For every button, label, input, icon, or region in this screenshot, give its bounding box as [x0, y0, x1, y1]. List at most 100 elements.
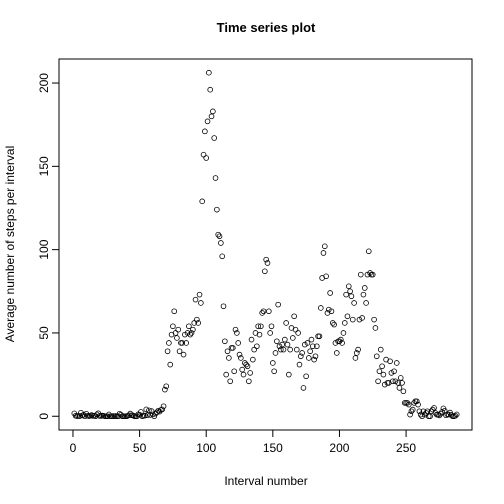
point — [195, 320, 202, 326]
point — [321, 243, 328, 250]
point — [448, 412, 455, 418]
point — [166, 340, 172, 346]
point — [262, 268, 268, 275]
point — [452, 412, 459, 419]
point — [303, 373, 309, 380]
point — [176, 348, 183, 355]
point — [361, 285, 368, 291]
point — [188, 330, 195, 336]
point — [294, 346, 300, 353]
point — [360, 291, 367, 298]
point — [194, 316, 200, 323]
point — [267, 330, 273, 336]
point — [409, 406, 416, 413]
point — [247, 370, 253, 376]
x-tick-label: 250 — [396, 441, 416, 455]
point — [369, 271, 376, 278]
y-axis-label: Average number of steps per interval — [3, 146, 17, 343]
point — [227, 378, 233, 385]
point — [234, 330, 240, 336]
point — [296, 361, 303, 368]
point — [339, 340, 345, 346]
point — [453, 411, 460, 418]
point — [329, 320, 336, 326]
point — [275, 301, 281, 308]
point — [238, 355, 244, 361]
point — [174, 335, 180, 341]
point — [159, 406, 166, 413]
point — [283, 320, 289, 326]
point — [307, 348, 313, 355]
point — [379, 363, 385, 370]
y-tick-label: 150 — [37, 156, 51, 176]
point — [260, 308, 267, 315]
point — [208, 113, 215, 120]
point — [400, 388, 407, 395]
point — [222, 338, 228, 345]
point — [246, 378, 252, 385]
point — [259, 310, 265, 316]
point — [220, 303, 227, 310]
point — [376, 368, 383, 375]
point — [170, 323, 176, 330]
point — [272, 350, 279, 356]
point — [154, 409, 160, 416]
point — [239, 366, 245, 373]
point — [404, 400, 411, 406]
point — [391, 368, 397, 375]
point — [351, 300, 357, 306]
plot-box — [58, 58, 473, 431]
point — [202, 128, 208, 135]
point — [310, 343, 316, 350]
point — [313, 343, 320, 350]
point — [372, 325, 379, 331]
point — [292, 326, 299, 333]
point — [147, 412, 154, 418]
point — [395, 380, 401, 386]
point — [424, 408, 431, 415]
point — [373, 353, 380, 360]
x-tick-label: 50 — [133, 441, 147, 455]
point — [415, 401, 421, 408]
point — [263, 256, 269, 263]
point — [328, 308, 335, 315]
point — [371, 316, 377, 323]
point — [359, 315, 365, 321]
point — [280, 346, 287, 353]
point — [192, 296, 199, 303]
point — [327, 290, 333, 296]
point — [320, 250, 327, 256]
point — [435, 411, 441, 418]
point — [284, 341, 291, 348]
point — [436, 412, 443, 419]
point — [242, 360, 248, 366]
point — [190, 326, 196, 333]
point — [248, 336, 255, 343]
point — [206, 69, 212, 76]
point — [268, 323, 275, 330]
point — [298, 353, 304, 360]
y-tick-label: 200 — [37, 73, 51, 93]
point — [199, 198, 206, 205]
point — [278, 346, 284, 353]
point — [180, 351, 187, 358]
point — [235, 340, 241, 346]
point — [399, 380, 405, 386]
point — [162, 386, 168, 393]
point — [236, 351, 243, 358]
point — [136, 411, 143, 418]
point — [387, 358, 393, 365]
point — [163, 383, 170, 390]
point — [304, 340, 311, 346]
point — [340, 330, 347, 336]
point — [200, 151, 207, 158]
point — [207, 86, 214, 93]
point — [204, 118, 211, 125]
point — [348, 293, 355, 300]
point — [347, 288, 353, 295]
point — [231, 368, 237, 375]
point — [316, 333, 323, 340]
point — [355, 346, 361, 353]
point — [175, 326, 182, 333]
y-tick-label: 0 — [37, 413, 51, 420]
